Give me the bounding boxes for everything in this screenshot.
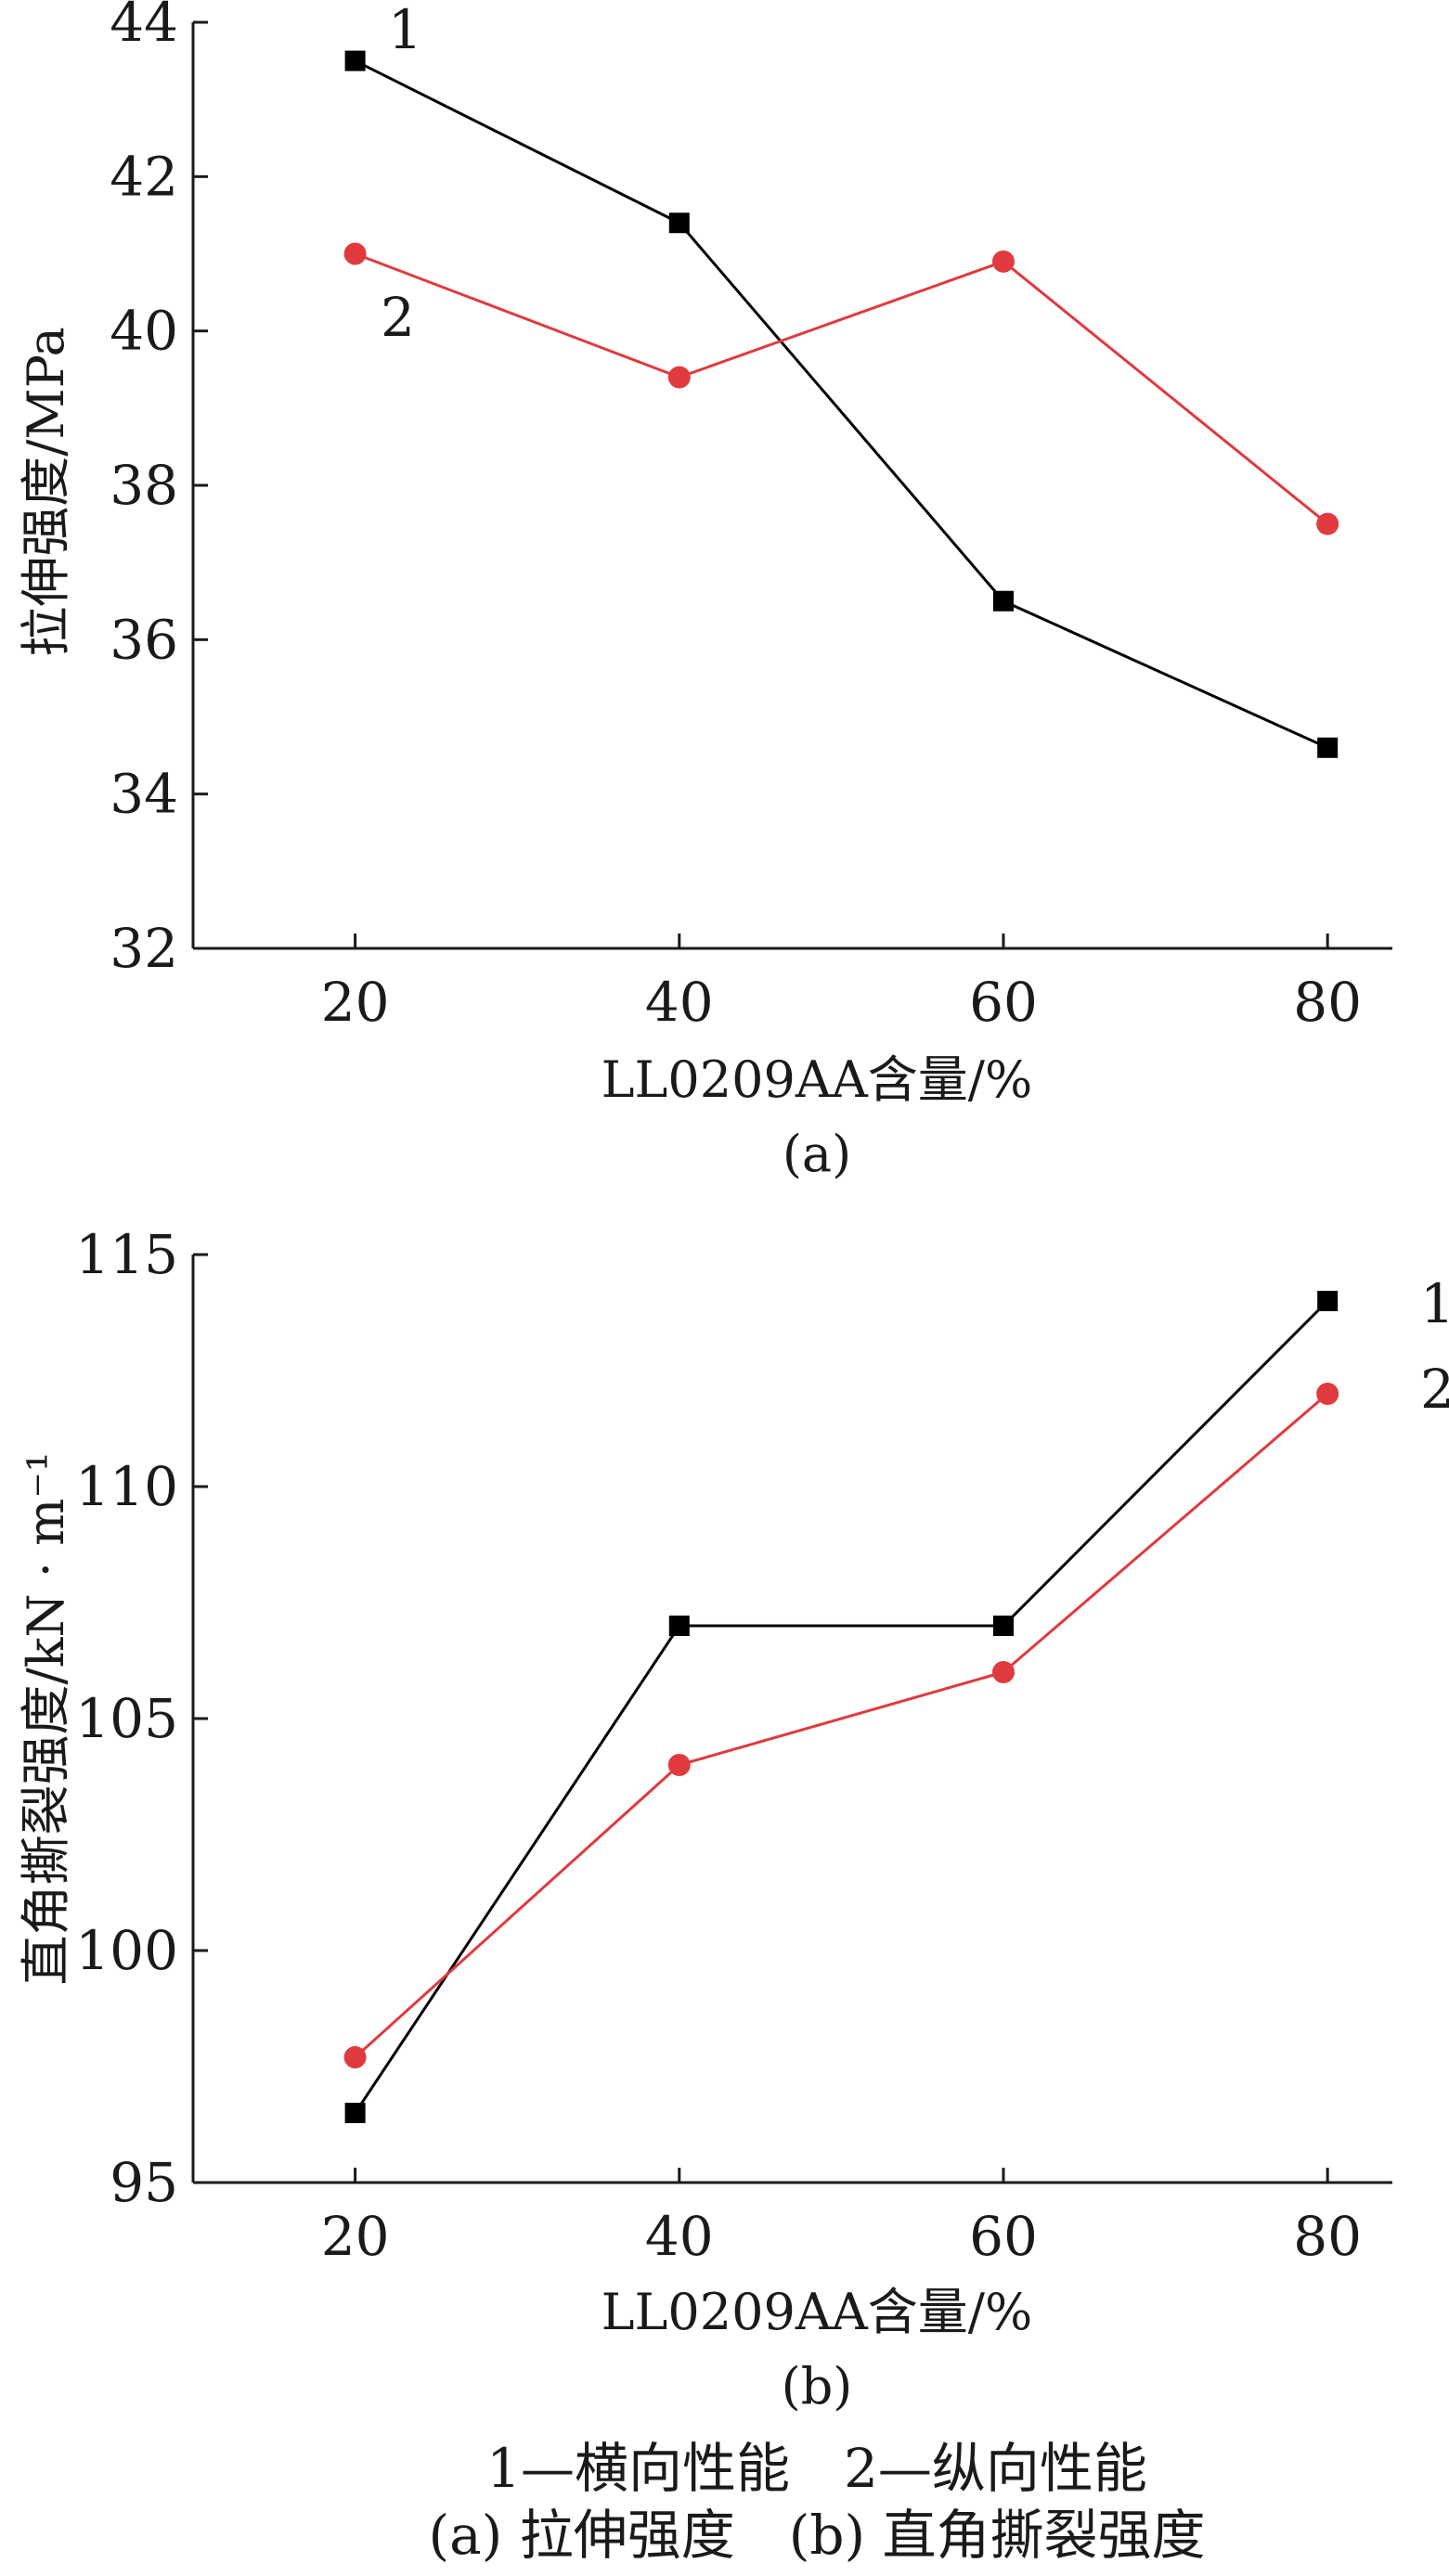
- series-line-a-1: [354, 59, 1328, 750]
- y-ticks-a: 32 34 36 38 40 42 44: [110, 0, 208, 980]
- y-tick-label-b: 105: [75, 1687, 178, 1750]
- data-point-a-1: [668, 213, 690, 234]
- y-tick-label-b: 100: [75, 1919, 178, 1982]
- x-tick-label-a: 20: [321, 971, 390, 1034]
- data-point-a-2: [1316, 512, 1339, 535]
- series-line-b-1: [354, 1299, 1329, 2114]
- y-axis-label-a: 拉伸强度/MPa: [17, 327, 75, 657]
- series-label-a-1: 1: [388, 0, 422, 61]
- y-tick-label-a: 42: [110, 145, 178, 208]
- panel-label-a: (a): [783, 1125, 851, 1183]
- x-axis-label-a: LL0209AA含量/%: [602, 1050, 1033, 1109]
- data-point-a-1: [1317, 737, 1339, 758]
- data-point-a-2: [343, 242, 367, 265]
- y-tick-label-a: 32: [110, 917, 178, 980]
- data-point-a-1: [992, 590, 1014, 612]
- caption-panels-line: (a) 拉伸强度 (b) 直角撕裂强度: [428, 2504, 1205, 2567]
- x-axis-label-b: LL0209AA含量/%: [602, 2283, 1033, 2341]
- y-tick-label-b: 115: [75, 1223, 178, 1286]
- data-point-b-1: [1317, 1291, 1339, 1311]
- caption-legend-line: 1—横向性能 2—纵向性能: [486, 2437, 1147, 2500]
- x-tick-label-b: 20: [321, 2205, 390, 2268]
- data-point-b-2: [667, 1754, 691, 1776]
- y-tick-label-a: 40: [110, 300, 178, 363]
- x-ticks-a: 20 40 60 80: [321, 934, 1362, 1034]
- y-ticks-b: 95 100 105 110 115: [75, 1223, 208, 2214]
- x-tick-label-a: 60: [969, 971, 1038, 1034]
- y-tick-label-b: 110: [75, 1455, 178, 1518]
- chart-panel-a: 32 34 36 38 40 42 44 20 40 60 80 拉伸强度/MPa LL0209A…: [17, 0, 1392, 1183]
- series-line-b-2: [354, 1392, 1329, 2059]
- x-ticks-b: 20 40 60 80: [321, 2168, 1362, 2268]
- series-label-b-2: 2: [1420, 1358, 1449, 1421]
- y-axis-label-b: 直角撕裂强度/kN · m⁻¹: [17, 1451, 75, 1985]
- y-tick-label-b: 95: [110, 2151, 178, 2214]
- data-point-a-1: [344, 50, 366, 71]
- plot-area-a: [343, 50, 1339, 758]
- data-point-a-2: [667, 366, 691, 389]
- data-point-b-2: [1316, 1383, 1339, 1405]
- y-tick-label-a: 34: [110, 763, 178, 826]
- x-tick-label-b: 40: [645, 2205, 714, 2268]
- series-label-a-2: 2: [381, 286, 415, 349]
- series-line-a-2: [355, 252, 1329, 525]
- data-point-b-2: [343, 2046, 367, 2068]
- plot-area-b: [343, 1291, 1339, 2123]
- panel-label-b: (b): [782, 2357, 853, 2415]
- x-tick-label-b: 80: [1293, 2205, 1362, 2268]
- x-tick-label-a: 80: [1293, 971, 1362, 1034]
- y-tick-label-a: 36: [110, 608, 178, 671]
- data-point-a-2: [991, 250, 1015, 273]
- data-point-b-1: [992, 1616, 1014, 1636]
- x-tick-label-b: 60: [969, 2205, 1038, 2268]
- series-label-b-1: 1: [1420, 1272, 1449, 1335]
- y-tick-label-a: 44: [110, 0, 178, 54]
- x-tick-label-a: 40: [645, 971, 714, 1034]
- data-point-b-1: [344, 2103, 366, 2123]
- data-point-b-2: [991, 1661, 1015, 1683]
- data-point-b-1: [668, 1616, 690, 1636]
- y-tick-label-a: 38: [110, 454, 178, 517]
